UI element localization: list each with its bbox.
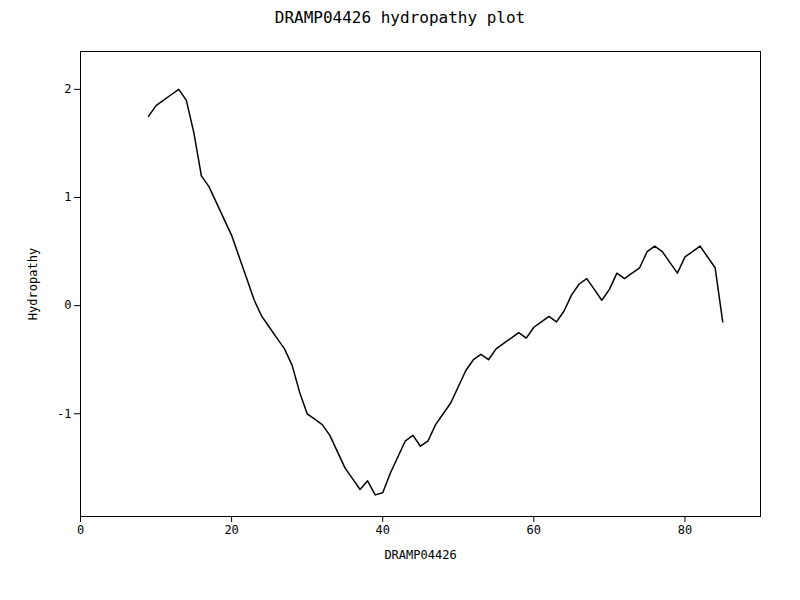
svg-text:DRAMP04426: DRAMP04426 (384, 548, 456, 562)
svg-text:2: 2 (64, 82, 71, 96)
svg-text:40: 40 (375, 523, 389, 537)
svg-text:0: 0 (64, 298, 71, 312)
svg-text:-1: -1 (57, 407, 71, 421)
svg-text:20: 20 (224, 523, 238, 537)
svg-text:60: 60 (527, 523, 541, 537)
svg-text:0: 0 (77, 523, 84, 537)
html-text:DRAMP04426 hydropathy plot: DRAMP04426 hydropathy plot (274, 8, 526, 27)
svg-text:Hydropathy: Hydropathy (26, 248, 40, 320)
svg-text:80: 80 (678, 523, 692, 537)
svg-text:1: 1 (64, 190, 71, 204)
